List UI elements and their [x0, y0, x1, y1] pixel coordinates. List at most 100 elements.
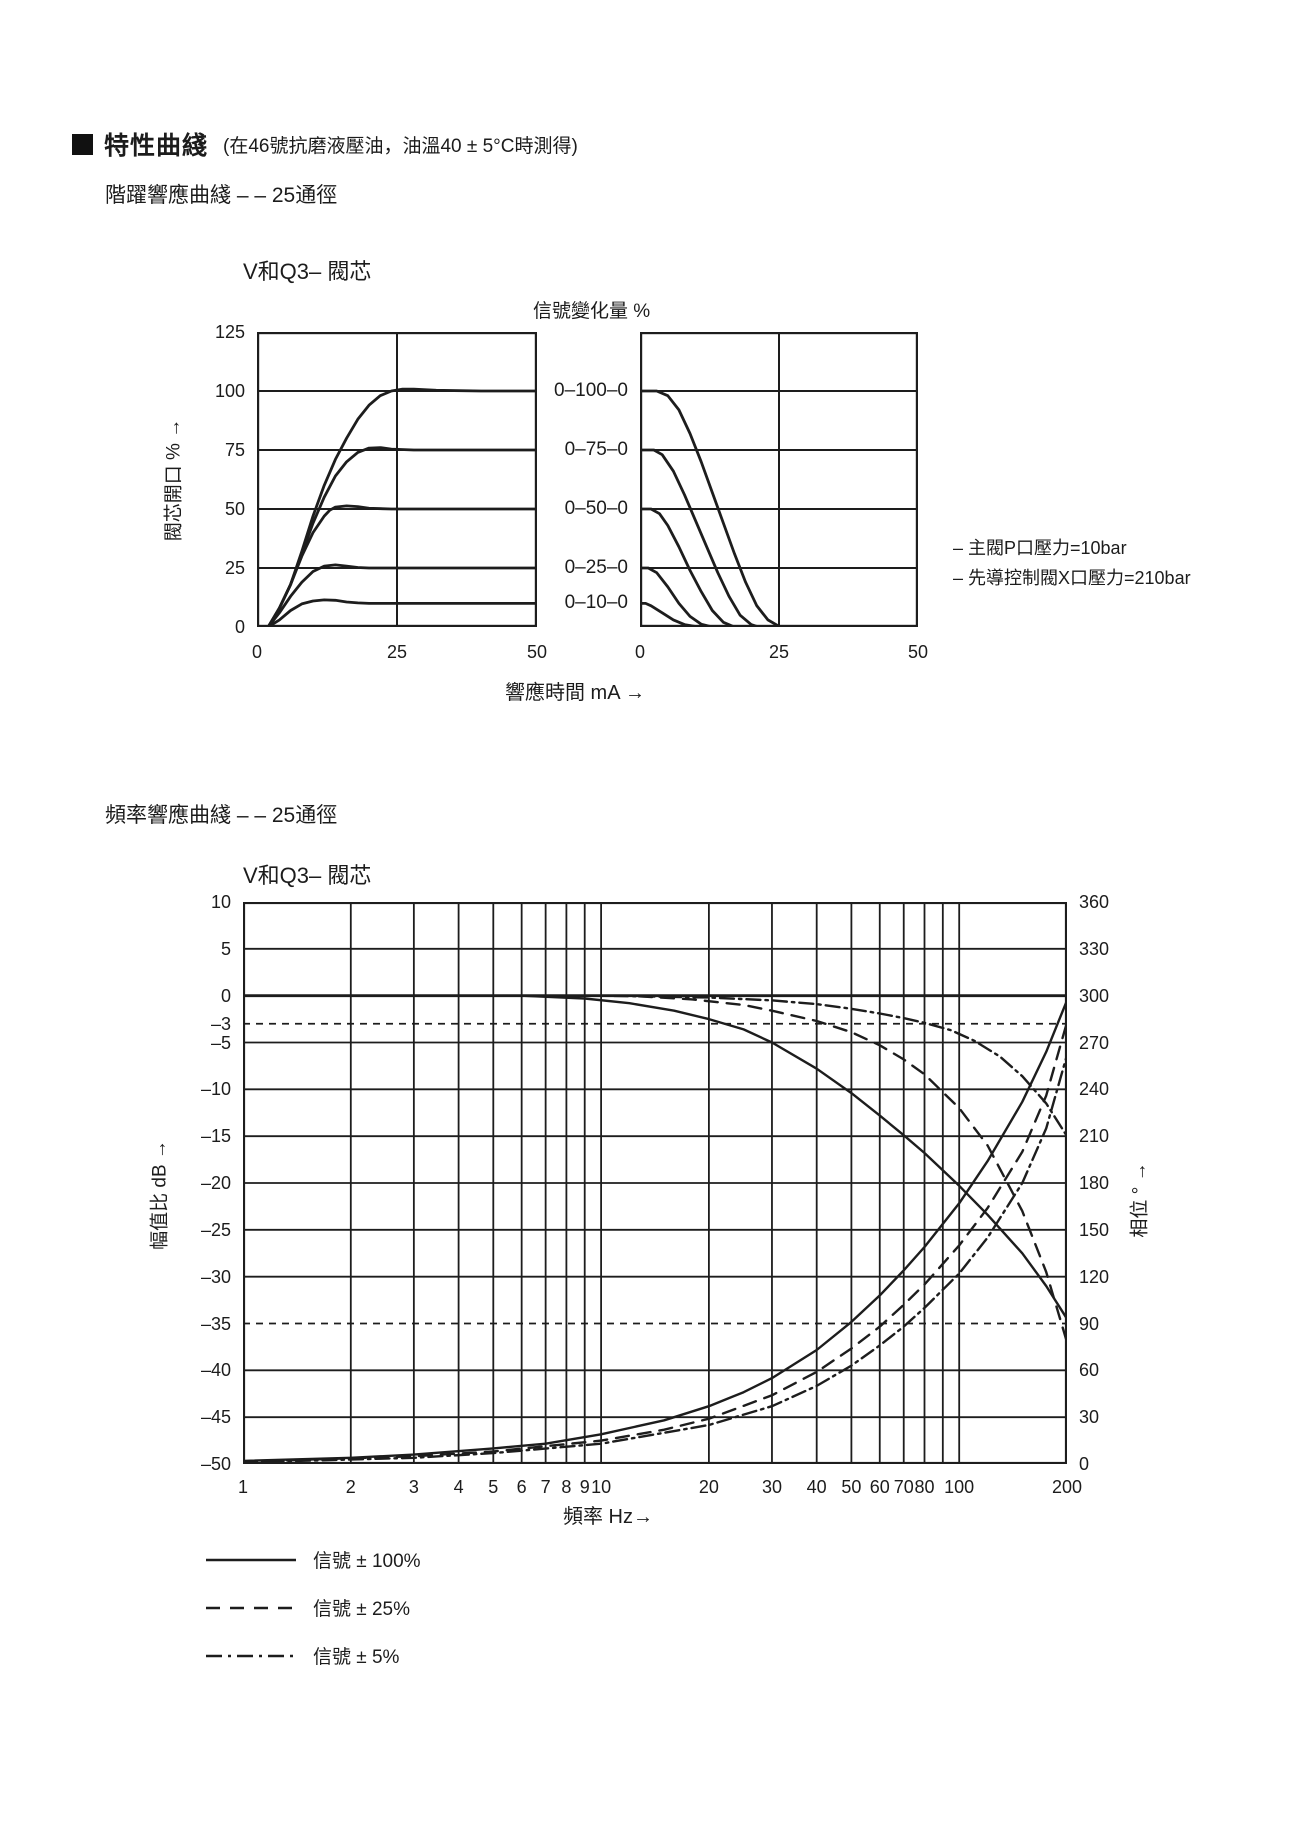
step-open-y-tick-125: 125	[214, 322, 245, 342]
series-phase-signal-100pct	[241, 999, 1069, 1463]
section-bullet-square	[72, 133, 93, 155]
legend-line-dashdot-icon	[206, 1654, 296, 1657]
bode-x-tick-100: 100	[944, 1477, 975, 1497]
signal-step-label-10: 0–10–0	[564, 592, 628, 613]
signal-step-label-75: 0–75–0	[564, 439, 628, 460]
bode-y-tick-10: 10	[210, 892, 231, 912]
step-close-x-tick-0: 0	[634, 642, 645, 662]
series-amplitude-signal-100pct	[241, 994, 1069, 1320]
bode-x-tick-20: 20	[698, 1477, 719, 1497]
bode-y2-tick-90: 90	[1079, 1313, 1100, 1334]
legend-line-dashed-icon	[206, 1606, 296, 1609]
bode-y2-tick-300: 300	[1079, 985, 1110, 1006]
legend-item-signal-5: 信號 ± 5%	[205, 1642, 399, 1669]
step-open-y-tick-100: 100	[214, 381, 245, 401]
legend-label-signal-25: 信號 ± 25%	[313, 1599, 411, 1620]
step-open-y-tick-75: 75	[224, 440, 245, 460]
series-amplitude-signal-5pct	[241, 994, 1069, 1138]
step-open-x-tick-25: 25	[386, 642, 408, 662]
step-y-axis-label: 閥芯開口 % →	[163, 418, 185, 542]
freq-section-heading: 頻率響應曲綫 – – 25通徑	[105, 804, 338, 827]
bode-x-tick-4: 4	[453, 1477, 464, 1497]
legend-line-solid-icon	[206, 1558, 296, 1561]
bode-y2-tick-270: 270	[1079, 1032, 1110, 1053]
signal-change-title: 信號變化量 %	[533, 301, 651, 322]
bode-x-tick-6: 6	[516, 1477, 527, 1497]
bode-x-tick-1: 1	[237, 1477, 248, 1497]
bode-y2-tick-360: 360	[1079, 892, 1110, 912]
bode-x-tick-5: 5	[488, 1477, 499, 1497]
pressure-note-1: – 主閥P口壓力=10bar	[953, 538, 1127, 558]
bode-x-tick-10: 10	[591, 1477, 612, 1497]
legend-item-signal-100: 信號 ± 100%	[205, 1546, 421, 1573]
bode-x-tick-40: 40	[806, 1477, 827, 1497]
bode-y-tick-–30: –30	[200, 1266, 231, 1287]
bode-x-tick-7: 7	[540, 1477, 551, 1497]
bode-x-tick-70: 70	[893, 1477, 914, 1497]
bode-y2-tick-120: 120	[1079, 1266, 1110, 1287]
pressure-note-2: – 先導控制閥X口壓力=210bar	[953, 568, 1191, 588]
bode-x-tick-200: 200	[1051, 1477, 1083, 1497]
step-section-heading: 階躍響應曲綫 – – 25通徑	[105, 184, 338, 207]
bode-y-tick-–20: –20	[200, 1173, 231, 1193]
series-open-0-25-0	[255, 563, 539, 629]
series-open-0-50-0	[255, 504, 539, 629]
page-title-note: (在46號抗磨液壓油，油溫40 ± 5°C時測得)	[223, 135, 578, 157]
step-open-y-tick-0: 0	[234, 617, 245, 637]
legend-label-signal-5: 信號 ± 5%	[313, 1647, 400, 1668]
bode-x-tick-3: 3	[408, 1477, 419, 1497]
bode-x-tick-60: 60	[869, 1477, 890, 1497]
series-open-0-10-0	[255, 598, 539, 629]
step-response-closing-chart	[638, 331, 920, 632]
bode-y-tick-–10: –10	[200, 1079, 231, 1100]
series-phase-signal-25pct	[241, 1020, 1069, 1463]
page-title-row: 特性曲綫 (在46號抗磨液壓油，油溫40 ± 5°C時測得)	[72, 126, 578, 162]
bode-y-tick-0: 0	[220, 985, 231, 1006]
bode-y2-tick-330: 330	[1079, 938, 1110, 959]
series-phase-signal-5pct	[241, 1053, 1069, 1464]
bode-y-tick-–50: –50	[200, 1454, 231, 1474]
bode-y2-tick-0: 0	[1079, 1454, 1090, 1474]
bode-x-tick-80: 80	[914, 1477, 935, 1497]
bode-plot-svg	[241, 901, 1069, 1465]
step-close-plot-svg	[638, 331, 920, 631]
bode-y-tick-–15: –15	[200, 1126, 231, 1147]
signal-step-label-50: 0–50–0	[564, 498, 628, 519]
bode-y2-tick-30: 30	[1079, 1407, 1100, 1428]
step-open-x-tick-50: 50	[526, 642, 548, 662]
step-open-y-tick-25: 25	[224, 558, 245, 578]
freq-x-axis-label: 頻率 Hz→	[563, 1506, 653, 1528]
freq-spool-title: V和Q3– 閥芯	[243, 863, 372, 888]
signal-step-label-25: 0–25–0	[564, 557, 628, 578]
legend-item-signal-25: 信號 ± 25%	[205, 1594, 410, 1621]
frequency-response-chart	[241, 901, 1069, 1469]
step-open-y-tick-50: 50	[224, 499, 245, 519]
bode-y-tick-–3: –3	[210, 1013, 231, 1034]
step-spool-title: V和Q3– 閥芯	[243, 259, 372, 284]
bode-y-tick-–35: –35	[200, 1313, 231, 1334]
step-close-x-tick-25: 25	[768, 642, 790, 662]
step-response-opening-chart	[255, 331, 539, 632]
bode-y2-tick-210: 210	[1079, 1126, 1110, 1147]
page-title: 特性曲綫	[104, 132, 209, 160]
bode-x-tick-8: 8	[561, 1477, 572, 1497]
bode-y-tick-–25: –25	[200, 1219, 231, 1240]
signal-step-label-100: 0–100–0	[554, 380, 628, 401]
bode-x-tick-50: 50	[841, 1477, 862, 1497]
step-open-plot-svg	[255, 331, 539, 629]
bode-y2-tick-60: 60	[1079, 1360, 1100, 1381]
step-open-x-tick-0: 0	[251, 642, 262, 662]
bode-y2-tick-180: 180	[1079, 1173, 1110, 1193]
step-x-axis-label: 響應時間 mA →	[505, 682, 646, 704]
legend-label-signal-100: 信號 ± 100%	[313, 1551, 421, 1572]
bode-y2-tick-240: 240	[1079, 1079, 1110, 1100]
step-close-x-tick-50: 50	[907, 642, 929, 662]
bode-x-tick-2: 2	[345, 1477, 356, 1497]
bode-y-tick-–5: –5	[210, 1032, 231, 1053]
bode-x-tick-9: 9	[579, 1477, 590, 1497]
bode-y-tick-–45: –45	[200, 1407, 231, 1428]
bode-y-tick-5: 5	[220, 938, 231, 959]
bode-y2-tick-150: 150	[1079, 1219, 1110, 1240]
bode-x-tick-30: 30	[761, 1477, 782, 1497]
